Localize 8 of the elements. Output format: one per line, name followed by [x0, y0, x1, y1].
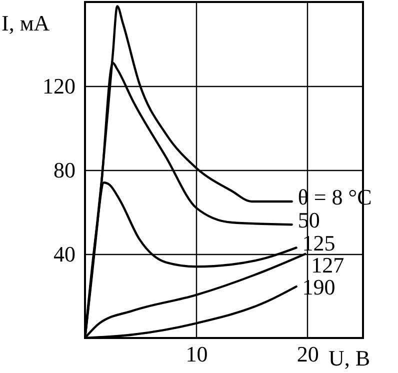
y-axis-title: I, мА: [2, 10, 50, 36]
x-tick-label: 10: [186, 342, 208, 366]
y-tick-label: 80: [54, 158, 76, 182]
y-tick-label: 120: [42, 74, 76, 98]
y-tick-label: 40: [54, 242, 76, 266]
x-tick-label: 20: [296, 342, 319, 366]
x-axis-title: U, В: [328, 346, 370, 370]
series-label: 127: [311, 252, 344, 278]
